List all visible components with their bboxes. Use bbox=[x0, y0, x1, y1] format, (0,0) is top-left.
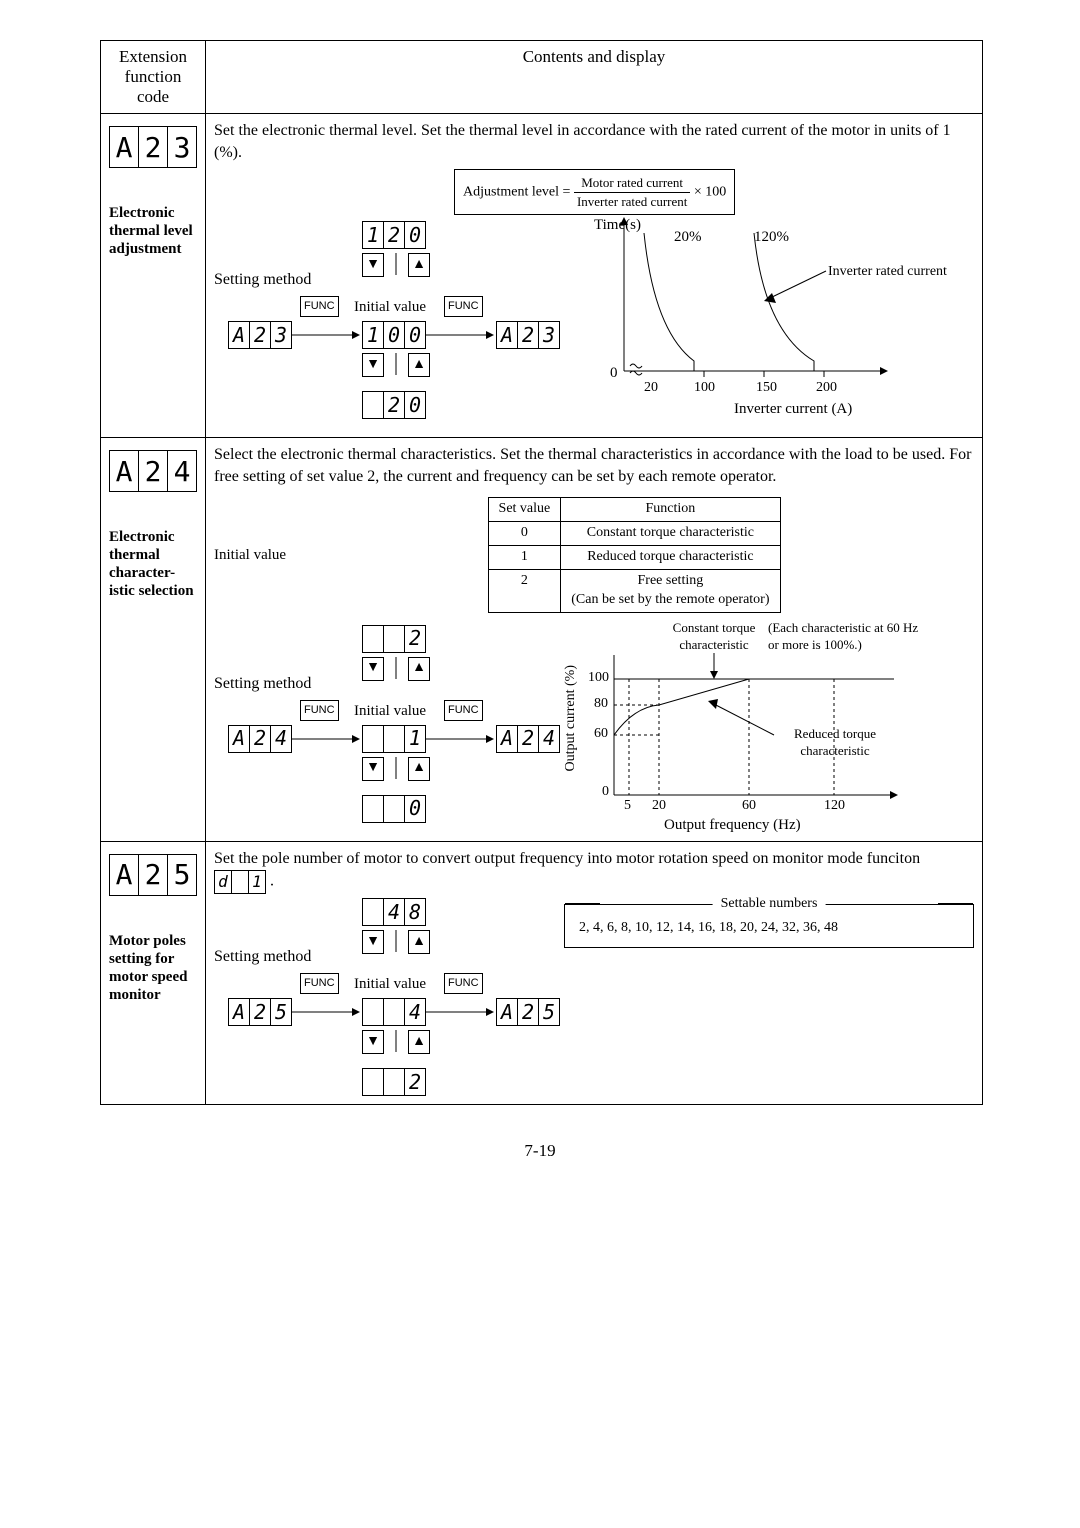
row1-title: Electronic thermal level adjustment bbox=[109, 204, 197, 258]
xtick: 120 bbox=[824, 797, 845, 816]
seg-bot: 0 bbox=[362, 795, 426, 823]
ytick: 80 bbox=[594, 695, 608, 714]
header-left: Extension function code bbox=[101, 41, 206, 114]
down-button[interactable]: ▼ bbox=[362, 353, 384, 377]
xtick: 100 bbox=[694, 379, 715, 398]
x-axis-label: Output frequency (Hz) bbox=[664, 815, 801, 835]
up-button[interactable]: ▲ bbox=[408, 757, 430, 781]
row1-content: Set the electronic thermal level. Set th… bbox=[206, 114, 983, 438]
row2-text: Select the electronic thermal characteri… bbox=[214, 444, 974, 487]
seg-top: 48 bbox=[362, 898, 426, 926]
formula-box: Adjustment level = Motor rated current I… bbox=[454, 169, 735, 215]
func-button[interactable]: FUNC bbox=[444, 700, 483, 721]
down-button[interactable]: ▼ bbox=[362, 657, 384, 681]
up-button[interactable]: ▲ bbox=[408, 657, 430, 681]
curve1-label: 20% bbox=[674, 227, 702, 247]
seg-top: 2 bbox=[362, 625, 426, 653]
down-button[interactable]: ▼ bbox=[362, 930, 384, 954]
down-button[interactable]: ▼ bbox=[362, 757, 384, 781]
row2-left: A 2 4 Electronic thermal character-istic… bbox=[101, 438, 206, 842]
ytick: 0 bbox=[602, 783, 609, 802]
up-button[interactable]: ▲ bbox=[408, 1030, 430, 1054]
row3-content: Set the pole number of motor to convert … bbox=[206, 841, 983, 1104]
row1-left: A 2 3 Electronic thermal level adjustmen… bbox=[101, 114, 206, 438]
down-button[interactable]: ▼ bbox=[362, 1030, 384, 1054]
main-table: Extension function code Contents and dis… bbox=[100, 40, 983, 1105]
xtick: 60 bbox=[742, 797, 756, 816]
initial-value-label: Initial value bbox=[214, 545, 286, 565]
set-value-table: Set valueFunction 0Constant torque chara… bbox=[488, 497, 781, 612]
up-button[interactable]: ▲ bbox=[408, 253, 430, 277]
row2-code-display: A 2 4 bbox=[109, 450, 197, 492]
seg-top: 120 bbox=[362, 221, 426, 249]
func-button[interactable]: FUNC bbox=[444, 296, 483, 317]
up-button[interactable]: ▲ bbox=[408, 930, 430, 954]
seg-end: A24 bbox=[496, 725, 560, 753]
seg-start: A24 bbox=[228, 725, 292, 753]
row1-code-display: A 2 3 bbox=[109, 126, 197, 168]
each-char-label: (Each characteristic at 60 Hz or more is… bbox=[768, 619, 928, 654]
xtick: 20 bbox=[652, 797, 666, 816]
ytick: 60 bbox=[594, 725, 608, 744]
curve2-label: 120% bbox=[754, 227, 789, 247]
seg-start: A23 bbox=[228, 321, 292, 349]
mode-display: d 1 bbox=[214, 870, 266, 894]
row3-text: Set the pole number of motor to convert … bbox=[214, 848, 974, 894]
header-right: Contents and display bbox=[206, 41, 983, 114]
initial-value-label: Initial value bbox=[354, 297, 426, 317]
ytick: 100 bbox=[588, 669, 609, 688]
xtick: 5 bbox=[624, 797, 631, 816]
func-button[interactable]: FUNC bbox=[444, 973, 483, 994]
seg-end: A25 bbox=[496, 998, 560, 1026]
row3-code-display: A 2 5 bbox=[109, 854, 197, 896]
seg-mid: 4 bbox=[362, 998, 426, 1026]
seg-mid: 1 bbox=[362, 725, 426, 753]
seg-end: A23 bbox=[496, 321, 560, 349]
seg-bot: 20 bbox=[362, 391, 426, 419]
row2-content: Select the electronic thermal characteri… bbox=[206, 438, 983, 842]
row3-left: A 2 5 Motor poles setting for motor spee… bbox=[101, 841, 206, 1104]
func-button[interactable]: FUNC bbox=[300, 296, 339, 317]
xtick: 150 bbox=[756, 379, 777, 398]
seg-mid: 100 bbox=[362, 321, 426, 349]
initial-value-label: Initial value bbox=[354, 701, 426, 721]
inverter-current-label: Inverter rated current bbox=[828, 263, 947, 282]
page-number: 7-19 bbox=[100, 1141, 980, 1161]
initial-value-label: Initial value bbox=[354, 974, 426, 994]
row3-title: Motor poles setting for motor speed moni… bbox=[109, 932, 197, 1004]
y-axis-label: Time(s) bbox=[594, 215, 641, 235]
seg-start: A25 bbox=[228, 998, 292, 1026]
reduced-torque-label: Reduced torque characteristic bbox=[780, 725, 890, 760]
func-button[interactable]: FUNC bbox=[300, 700, 339, 721]
thermal-chart bbox=[584, 211, 904, 421]
zero-label: 0 bbox=[610, 363, 618, 383]
up-button[interactable]: ▲ bbox=[408, 353, 430, 377]
row2-title: Electronic thermal character-istic selec… bbox=[109, 528, 197, 600]
seg-bot: 2 bbox=[362, 1068, 426, 1096]
xtick: 20 bbox=[644, 379, 658, 398]
setting-method-label: Setting method bbox=[214, 269, 311, 291]
page: Extension function code Contents and dis… bbox=[100, 40, 980, 1161]
xtick: 200 bbox=[816, 379, 837, 398]
y-axis-label: Output current (%) bbox=[562, 665, 581, 772]
row1-text: Set the electronic thermal level. Set th… bbox=[214, 120, 974, 163]
setting-method-label: Setting method bbox=[214, 673, 311, 695]
const-torque-label: Constant torque characteristic bbox=[664, 619, 764, 654]
x-axis-label: Inverter current (A) bbox=[734, 399, 852, 419]
down-button[interactable]: ▼ bbox=[362, 253, 384, 277]
setting-method-label: Setting method bbox=[214, 946, 311, 968]
func-button[interactable]: FUNC bbox=[300, 973, 339, 994]
